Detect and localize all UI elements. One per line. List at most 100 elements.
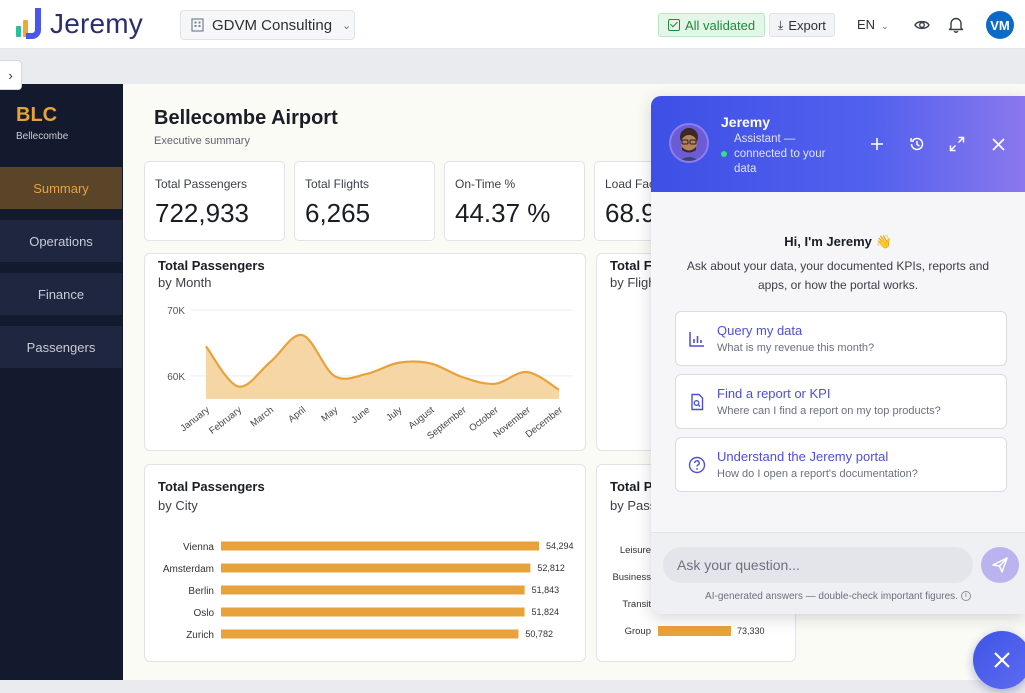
data-label: 52,812 — [537, 563, 565, 573]
page-subtitle: Executive summary — [154, 135, 250, 147]
chevron-down-icon: ⌄ — [881, 21, 889, 31]
building-icon — [191, 18, 204, 32]
toggle-assistant-button[interactable] — [973, 631, 1025, 689]
bar — [221, 541, 539, 551]
kpi-value: 68.9 — [605, 198, 656, 228]
passengers-by-city-chart: Vienna 54,294 Amsterdam 52,812 Berlin 51,843 O… — [163, 541, 574, 641]
category-label: Transit — [622, 599, 651, 610]
validation-status-badge[interactable]: All validated — [658, 13, 766, 37]
check-icon — [668, 19, 680, 31]
suggestion-description: What is my revenue this month? — [717, 342, 875, 354]
chevron-right-icon: › — [8, 67, 13, 83]
card-subtitle: by City — [158, 498, 198, 513]
passengers-by-city-card[interactable]: Total Passengers by City Vienna 54,294 Ams… — [144, 464, 586, 662]
user-avatar[interactable]: VM — [986, 11, 1014, 39]
nav-item-operations[interactable]: Operations — [0, 220, 122, 262]
eye-icon[interactable] — [914, 17, 930, 33]
bar — [658, 626, 731, 636]
history-icon — [910, 137, 924, 151]
nav-item-passengers[interactable]: Passengers — [0, 326, 122, 368]
category-label: Berlin — [188, 586, 214, 597]
close-icon — [994, 652, 1010, 668]
bell-icon[interactable] — [948, 16, 964, 33]
bot-avatar — [669, 123, 709, 163]
bot-status: Assistant — connected to your data — [734, 133, 826, 175]
x-tick-label: February — [207, 405, 244, 437]
kpi-card[interactable]: Total Flights 6,265 — [294, 161, 435, 241]
send-button[interactable] — [981, 547, 1019, 583]
language-select[interactable]: EN ⌄ — [857, 17, 889, 32]
passengers-by-month-card[interactable]: Total Passengers by Month 70K 60K January F… — [144, 253, 586, 451]
data-label: 51,843 — [532, 585, 560, 595]
close-chat-button[interactable] — [988, 134, 1008, 154]
data-label: 73,330 — [737, 626, 765, 636]
bot-name: Jeremy — [721, 114, 771, 130]
question-circle-icon — [688, 456, 706, 474]
app-logo[interactable]: Jeremy — [14, 4, 143, 44]
expand-sidebar-button[interactable]: › — [0, 60, 22, 90]
kpi-card[interactable]: On-Time % 44.37 % — [444, 161, 585, 241]
chat-intro: Ask about your data, your documented KPI… — [686, 259, 990, 292]
expand-chat-button[interactable] — [947, 134, 967, 154]
card-title: Total Passengers — [158, 479, 265, 494]
chat-question-input[interactable] — [663, 547, 973, 583]
nav-item-summary[interactable]: Summary — [0, 167, 122, 209]
document-search-icon — [691, 393, 704, 411]
ai-disclaimer: AI-generated answers — double-check impo… — [651, 591, 1025, 602]
kpi-label: Total Flights — [305, 177, 370, 191]
nav-item-finance[interactable]: Finance — [0, 273, 122, 315]
card-subtitle: by Pass — [610, 498, 657, 513]
chevron-down-icon: ⌄ — [342, 19, 352, 32]
category-label: Zurich — [186, 630, 214, 641]
kpi-card[interactable]: Total Passengers 722,933 — [144, 161, 285, 241]
report-sidebar: BLC Bellecombe Summary Operations Financ… — [0, 84, 123, 680]
x-tick-label: April — [286, 405, 308, 425]
suggestion-title: Query my data — [717, 323, 803, 338]
x-tick-label: March — [248, 405, 276, 430]
top-bar: Jeremy GDVM Consulting ⌄ All validated ⤓… — [0, 0, 1025, 49]
suggestion-description: Where can I find a report on my top prod… — [717, 405, 941, 417]
new-chat-button[interactable] — [867, 134, 887, 154]
kpi-value: 6,265 — [305, 198, 371, 228]
suggestion-understand-portal[interactable]: Understand the Jeremy portal How do I op… — [675, 437, 1007, 492]
data-label: 54,294 — [546, 541, 574, 551]
kpi-value: 44.37 % — [455, 198, 551, 228]
bot-face-icon — [679, 128, 699, 161]
y-tick-label: 60K — [167, 372, 185, 383]
passengers-by-purpose-chart: Leisure Business Transit Group 73,330 — [612, 545, 765, 637]
chat-greeting: Hi, I'm Jeremy 👋 — [784, 234, 892, 249]
card-title: Total Fl — [610, 258, 656, 273]
history-button[interactable] — [907, 134, 927, 154]
bar — [221, 585, 525, 595]
language-label: EN — [857, 17, 876, 32]
assistant-chat-panel: Jeremy Assistant — connected to your dat… — [651, 96, 1025, 614]
category-label: Business — [612, 572, 651, 583]
logo-icon — [16, 8, 41, 39]
card-subtitle: by Month — [158, 275, 212, 290]
bar — [221, 563, 531, 573]
send-icon — [992, 557, 1008, 573]
card-subtitle: by Fligh — [610, 275, 656, 290]
category-label: Vienna — [183, 542, 214, 553]
chat-composer: AI-generated answers — double-check impo… — [651, 532, 1025, 614]
y-tick-label: 70K — [167, 306, 185, 317]
suggestion-description: How do I open a report's documentation? — [717, 468, 918, 480]
site-name: Bellecombe — [16, 131, 69, 142]
series-line — [205, 333, 560, 391]
x-tick-label: May — [319, 405, 340, 425]
chat-header: Jeremy Assistant — connected to your dat… — [651, 96, 1025, 192]
suggestion-find-report[interactable]: Find a report or KPI Where can I find a … — [675, 374, 1007, 429]
category-label: Oslo — [193, 608, 214, 619]
suggestion-query-data[interactable]: Query my data What is my revenue this mo… — [675, 311, 1007, 366]
info-icon[interactable]: i — [960, 591, 971, 602]
x-tick-label: June — [349, 405, 372, 426]
site-code: BLC — [16, 104, 58, 126]
export-button[interactable]: ⤓ Export — [769, 13, 835, 37]
organization-select[interactable]: GDVM Consulting ⌄ — [180, 10, 355, 40]
expand-icon — [949, 136, 965, 152]
validation-status-label: All validated — [685, 17, 756, 33]
suggestion-title: Find a report or KPI — [717, 386, 831, 401]
x-tick-label: January — [178, 405, 212, 435]
kpi-label: Total Passengers — [155, 177, 248, 191]
